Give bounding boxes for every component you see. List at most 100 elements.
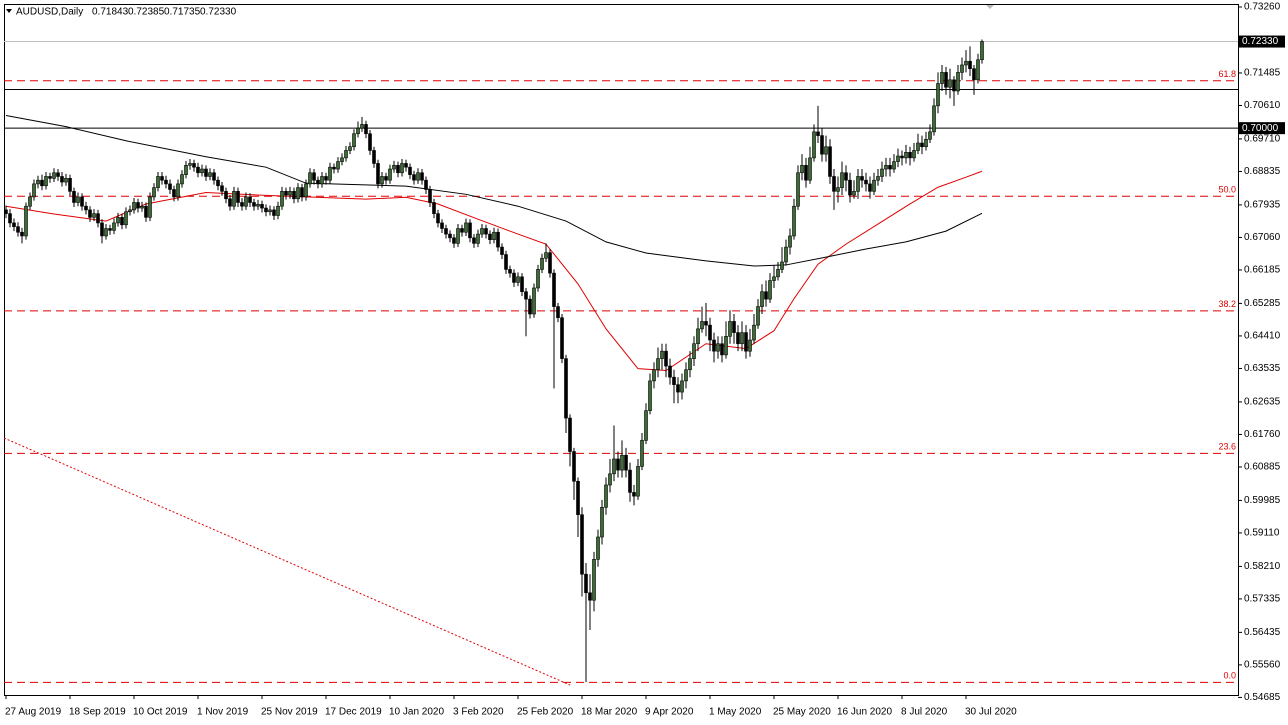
candle-body [740, 332, 744, 345]
candle-body [516, 276, 520, 283]
candle-body [24, 205, 28, 237]
candle-body [256, 204, 260, 207]
candle-body [540, 257, 544, 270]
candle-body [952, 79, 956, 92]
candle-body [888, 165, 892, 170]
open: 0.71843 [92, 7, 129, 18]
candle-body [860, 176, 864, 181]
candle-body [596, 536, 600, 560]
x-tick-label: 16 Jun 2020 [837, 707, 892, 718]
candle-body [648, 380, 652, 411]
candle-body [112, 222, 116, 231]
y-tick-label: 0.62635 [1244, 397, 1281, 408]
candle-body [964, 60, 968, 66]
candle-body [168, 183, 172, 190]
x-tick-label: 18 Mar 2020 [581, 707, 638, 718]
x-tick-label: 17 Dec 2019 [325, 707, 382, 718]
y-tick-label: 0.67060 [1244, 232, 1281, 243]
candle-body [932, 105, 936, 133]
candle-body [672, 376, 676, 385]
candle-body [44, 176, 48, 187]
candle-body [184, 165, 188, 175]
candle-body [936, 83, 940, 107]
candle-body [552, 272, 556, 307]
candle-body [304, 183, 308, 198]
candle-body [460, 228, 464, 233]
candle-body [920, 142, 924, 148]
candle-body [436, 213, 440, 224]
candle-body [240, 202, 244, 207]
candle-body [132, 202, 136, 211]
candle-body [684, 369, 688, 382]
candle-body [732, 321, 736, 333]
candle-body [440, 222, 444, 229]
x-tick-label: 18 Sep 2019 [69, 707, 126, 718]
candle-body [100, 222, 104, 237]
y-tick-label: 0.59985 [1244, 495, 1281, 506]
x-tick-label: 9 Apr 2020 [645, 707, 694, 718]
candle-body [16, 226, 20, 233]
candle-body [840, 172, 844, 188]
candle-body [632, 492, 636, 497]
candle-body [568, 417, 572, 452]
candle-body [404, 163, 408, 168]
candle-body [76, 196, 80, 203]
candle-body [580, 514, 584, 575]
candle-body [476, 233, 480, 244]
candle-body [312, 172, 316, 181]
candle-body [884, 165, 888, 170]
candle-body [360, 124, 364, 129]
candle-body [664, 350, 668, 367]
candle-body [292, 191, 296, 200]
candle-body [600, 506, 604, 538]
candle-body [724, 336, 728, 356]
candle-body [372, 150, 376, 164]
price-label: 0.72330 [1242, 36, 1279, 47]
candle-body [668, 365, 672, 378]
candle-body [616, 458, 620, 471]
candle-body [904, 152, 908, 159]
candle-body [444, 228, 448, 235]
x-tick-label: 1 Nov 2019 [197, 707, 249, 718]
x-tick-label: 3 Feb 2020 [453, 707, 504, 718]
candle-body [48, 176, 52, 179]
candle-body [700, 321, 704, 330]
symbol: AUDUSD,Daily [16, 7, 83, 18]
candle-body [712, 339, 716, 352]
candle-body [612, 458, 616, 475]
fib-label: 38.2 [1218, 299, 1236, 309]
candle-body [836, 187, 840, 192]
candle-body [500, 246, 504, 255]
candle-body [960, 64, 964, 73]
candle-body [264, 207, 268, 213]
candle-body [548, 252, 552, 274]
candle-body [536, 269, 540, 289]
candle-body [284, 191, 288, 196]
candle-body [456, 228, 460, 244]
candle-body [32, 183, 36, 198]
candle-body [976, 59, 980, 81]
candle-body [728, 321, 732, 337]
candle-body [628, 469, 632, 493]
candle-body [924, 139, 928, 148]
candle-body [244, 196, 248, 207]
candle-body [644, 410, 648, 441]
candle-body [388, 168, 392, 181]
candle-body [928, 131, 932, 140]
candle-body [220, 185, 224, 192]
candle-body [492, 231, 496, 240]
x-tick-label: 10 Jan 2020 [389, 707, 444, 718]
candle-body [780, 261, 784, 270]
candle-body [164, 179, 168, 185]
candle-body [472, 237, 476, 244]
candle-body [968, 60, 972, 69]
x-tick-label: 25 Feb 2020 [517, 707, 574, 718]
fib-label: 61.8 [1218, 69, 1236, 79]
candle-body [808, 157, 812, 181]
candle-body [200, 168, 204, 174]
candle-body [828, 146, 832, 177]
y-tick-label: 0.66185 [1244, 265, 1281, 276]
candle-body [216, 179, 220, 187]
candle-body [876, 176, 880, 181]
candle-body [820, 135, 824, 155]
